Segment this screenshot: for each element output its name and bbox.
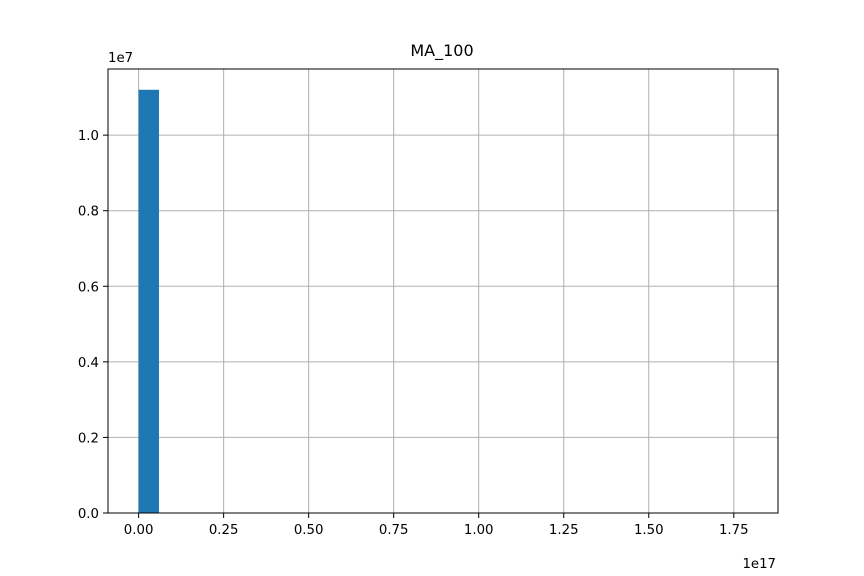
- bars: [138, 89, 160, 513]
- x-offset-label: 1e17: [742, 557, 776, 572]
- y-tick-label: 0.4: [78, 356, 99, 371]
- x-tick-label: 0.50: [294, 523, 324, 538]
- histogram-bar: [138, 89, 160, 513]
- x-tick-label: 1.00: [464, 523, 494, 538]
- x-tick-label: 0.25: [209, 523, 239, 538]
- y-tick-label: 0.8: [78, 205, 99, 220]
- y-tick-label: 1.0: [78, 129, 99, 144]
- x-tick-label: 1.50: [634, 523, 664, 538]
- y-axis: 0.0 0.2 0.4 0.6 0.8 1.0: [78, 129, 108, 522]
- y-tick-label: 0.6: [78, 280, 99, 295]
- x-tick-label: 1.75: [719, 523, 749, 538]
- x-tick-label: 0.00: [124, 523, 154, 538]
- y-offset-label: 1e7: [108, 51, 133, 66]
- x-tick-label: 1.25: [549, 523, 579, 538]
- chart-title: MA_100: [410, 41, 473, 61]
- axes-frame: [107, 68, 779, 514]
- x-tick-label: 0.75: [379, 523, 409, 538]
- y-tick-label: 0.2: [78, 431, 99, 446]
- grid: [108, 69, 778, 514]
- y-tick-label: 0.0: [78, 507, 99, 522]
- x-axis: 0.00 0.25 0.50 0.75 1.00 1.25 1.50 1.75: [124, 513, 749, 538]
